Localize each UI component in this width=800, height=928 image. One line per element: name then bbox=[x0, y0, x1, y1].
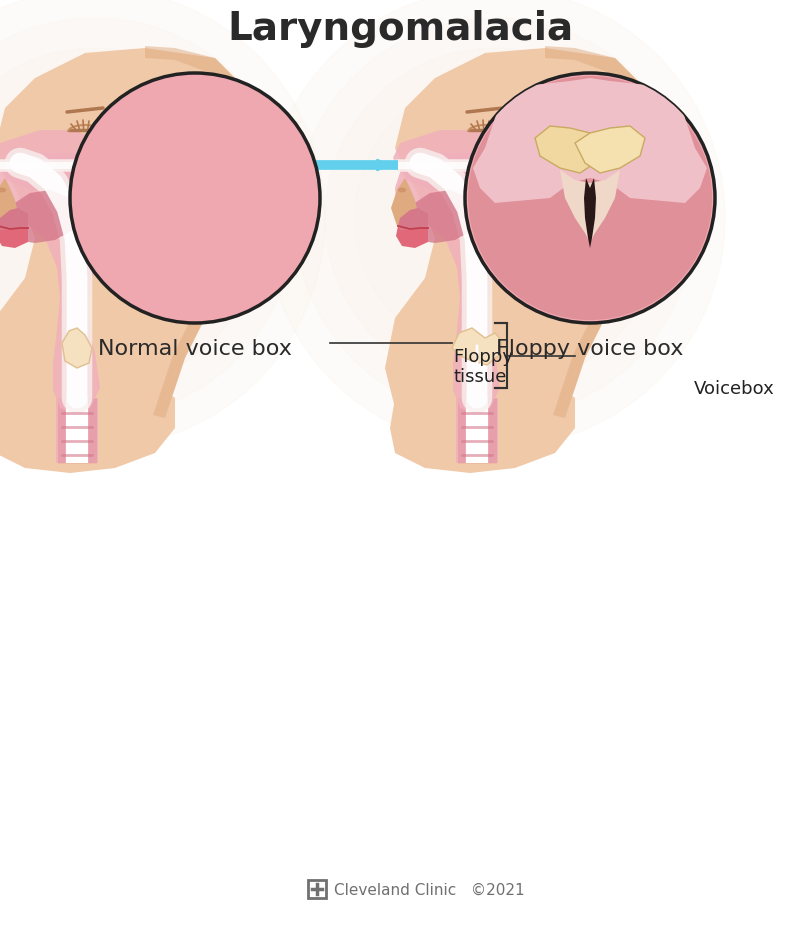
Polygon shape bbox=[393, 131, 503, 191]
Polygon shape bbox=[403, 191, 477, 244]
Text: Normal voice box: Normal voice box bbox=[98, 339, 292, 358]
Polygon shape bbox=[396, 226, 428, 249]
Polygon shape bbox=[0, 226, 28, 249]
Polygon shape bbox=[473, 79, 707, 204]
Ellipse shape bbox=[205, 222, 219, 241]
Polygon shape bbox=[0, 209, 28, 231]
Text: Voicebox: Voicebox bbox=[694, 380, 775, 397]
Circle shape bbox=[0, 0, 325, 448]
Ellipse shape bbox=[275, 185, 315, 213]
Circle shape bbox=[73, 77, 317, 321]
Polygon shape bbox=[193, 164, 235, 229]
Ellipse shape bbox=[591, 204, 629, 253]
Ellipse shape bbox=[201, 213, 223, 245]
Text: Laryngomalacia: Laryngomalacia bbox=[227, 10, 573, 48]
Polygon shape bbox=[0, 179, 19, 231]
Polygon shape bbox=[398, 209, 428, 231]
Polygon shape bbox=[575, 127, 645, 174]
Polygon shape bbox=[0, 49, 265, 458]
Polygon shape bbox=[78, 79, 312, 204]
Circle shape bbox=[465, 74, 715, 324]
Polygon shape bbox=[3, 191, 77, 244]
Circle shape bbox=[325, 49, 665, 389]
Circle shape bbox=[0, 49, 265, 389]
Circle shape bbox=[295, 19, 695, 419]
Circle shape bbox=[265, 0, 725, 448]
Polygon shape bbox=[150, 148, 240, 244]
Polygon shape bbox=[560, 171, 620, 244]
Circle shape bbox=[70, 74, 320, 324]
Polygon shape bbox=[0, 374, 175, 473]
Ellipse shape bbox=[75, 185, 115, 213]
Ellipse shape bbox=[601, 213, 623, 245]
Text: Cleveland Clinic   ©2021: Cleveland Clinic ©2021 bbox=[334, 882, 525, 896]
Circle shape bbox=[355, 79, 635, 358]
Ellipse shape bbox=[191, 204, 229, 253]
Circle shape bbox=[0, 19, 295, 419]
Polygon shape bbox=[155, 164, 197, 229]
Polygon shape bbox=[0, 131, 103, 191]
Polygon shape bbox=[584, 179, 596, 249]
Polygon shape bbox=[145, 47, 265, 419]
Ellipse shape bbox=[605, 222, 619, 241]
Ellipse shape bbox=[0, 188, 6, 193]
Polygon shape bbox=[535, 127, 605, 174]
Polygon shape bbox=[545, 47, 665, 419]
Polygon shape bbox=[452, 329, 502, 366]
Polygon shape bbox=[390, 374, 575, 473]
Polygon shape bbox=[391, 179, 419, 231]
Polygon shape bbox=[385, 49, 665, 458]
Ellipse shape bbox=[398, 188, 406, 193]
Text: Floppy voice box: Floppy voice box bbox=[496, 339, 684, 358]
Circle shape bbox=[0, 79, 235, 358]
Text: Floppy
tissue: Floppy tissue bbox=[453, 347, 513, 386]
Polygon shape bbox=[395, 154, 507, 414]
Polygon shape bbox=[185, 167, 205, 249]
Polygon shape bbox=[62, 329, 92, 368]
Circle shape bbox=[468, 77, 712, 321]
Polygon shape bbox=[0, 154, 107, 414]
